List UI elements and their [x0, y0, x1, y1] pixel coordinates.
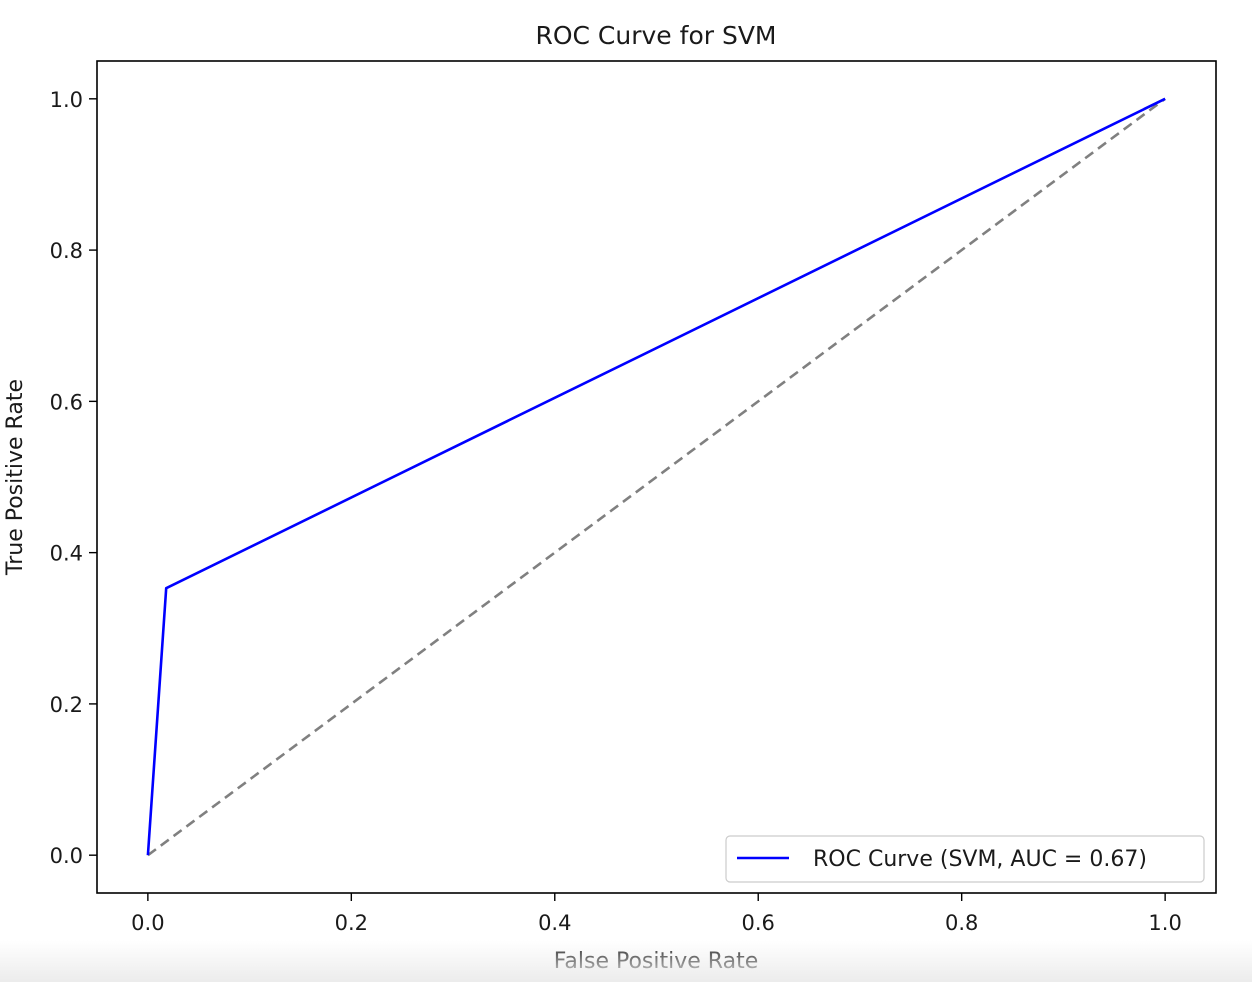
x-tick-label: 0.6 — [742, 911, 775, 935]
y-tick-label: 0.8 — [50, 239, 83, 263]
legend: ROC Curve (SVM, AUC = 0.67) — [725, 835, 1205, 883]
y-tick-label: 1.0 — [50, 88, 83, 112]
x-tick-label: 0.2 — [335, 911, 368, 935]
y-tick-label: 0.6 — [50, 390, 83, 414]
x-axis-label: False Positive Rate — [554, 949, 758, 974]
plot-frame — [96, 60, 1217, 894]
x-tick-label: 1.0 — [1148, 911, 1181, 935]
x-tick-label: 0.8 — [945, 911, 978, 935]
legend-entry-label: ROC Curve (SVM, AUC = 0.67) — [813, 847, 1147, 872]
legend-box — [725, 835, 1205, 883]
y-axis: 0.0 0.2 0.4 0.6 0.8 1.0 — [50, 88, 97, 868]
plot-area — [146, 97, 1166, 857]
x-axis: 0.0 0.2 0.4 0.6 0.8 1.0 — [131, 893, 1182, 935]
diagonal-reference-line — [147, 97, 1166, 857]
y-tick-label: 0.2 — [50, 693, 83, 717]
y-tick-label: 0.4 — [50, 542, 83, 566]
x-tick-label: 0.4 — [538, 911, 571, 935]
chart-title: ROC Curve for SVM — [535, 21, 776, 50]
y-axis-label: True Positive Rate — [3, 379, 28, 576]
y-tick-label: 0.0 — [50, 844, 83, 868]
x-tick-label: 0.0 — [131, 911, 164, 935]
roc-curve-line — [146, 97, 1166, 856]
